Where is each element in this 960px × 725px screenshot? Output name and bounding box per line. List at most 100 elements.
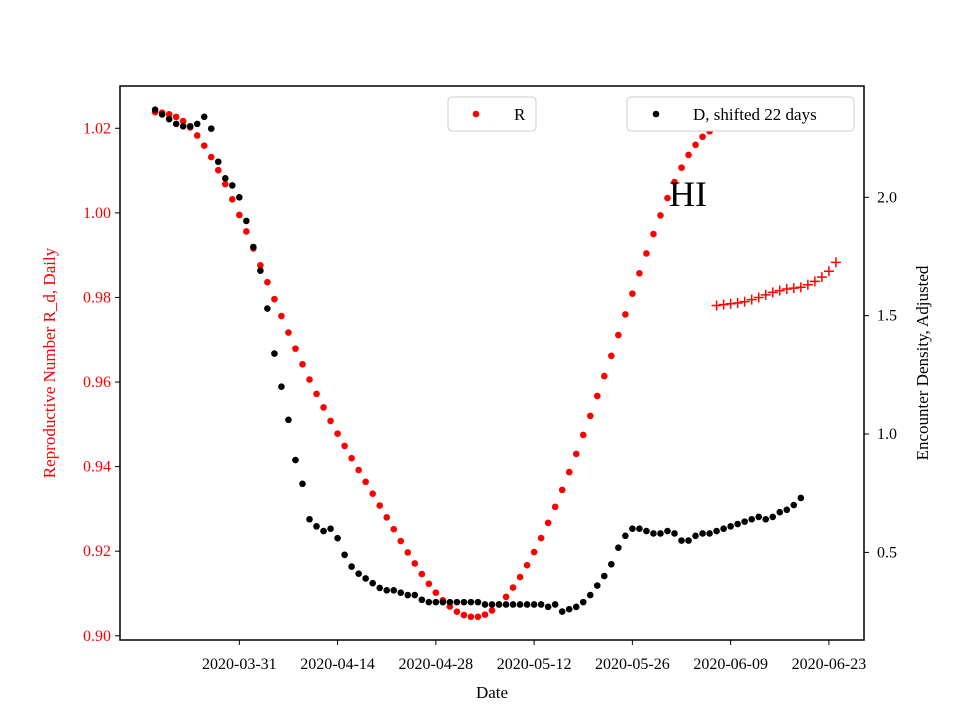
- series-r-point: [615, 331, 622, 339]
- series-d-point: [186, 122, 194, 130]
- y-right-tick-label: 2.0: [877, 189, 897, 206]
- y-left-tick-label: 1.00: [83, 205, 111, 222]
- series-r-point: [243, 228, 250, 235]
- series-r-plus-point: [767, 287, 778, 298]
- series-d-point: [748, 515, 755, 523]
- series-r-point: [572, 450, 580, 458]
- series-r-point: [579, 431, 587, 439]
- series-d-point: [306, 515, 313, 523]
- legend-r-label: R: [514, 105, 526, 124]
- series-r-point: [327, 417, 334, 425]
- series-r-point: [397, 537, 405, 545]
- y-left-axis-title: Reproductive Number R_d, Daily: [40, 247, 59, 478]
- axes: 2020-03-31 2020-04-14 2020-04-28 2020-05-12…: [83, 120, 897, 673]
- series-r-plus-point: [732, 297, 743, 308]
- series-r-point: [341, 442, 348, 450]
- y-left-tick-label: 0.92: [83, 543, 111, 560]
- x-axis-title: Date: [476, 683, 508, 702]
- series-r-plus-point: [802, 279, 813, 290]
- series-r-point: [165, 111, 173, 118]
- series-d-point: [425, 598, 433, 606]
- series-r-plus-point: [746, 294, 757, 305]
- series-d-point: [299, 480, 306, 488]
- series-d-point: [411, 591, 419, 599]
- series-r-point: [376, 502, 383, 509]
- series-d-point: [474, 598, 482, 606]
- series-r-plus-point: [739, 296, 750, 307]
- series-d-point: [320, 527, 327, 535]
- series-r-plus-point: [781, 283, 792, 294]
- series-r-plus-point: [809, 276, 820, 287]
- series-r-point: [285, 329, 292, 336]
- series-r-point: [678, 164, 685, 171]
- series-r-point: [453, 608, 461, 615]
- series-r-point: [636, 270, 643, 277]
- series-d-point: [636, 525, 643, 533]
- series-d-point: [544, 603, 552, 611]
- y-left-tick-label: 0.96: [83, 374, 111, 391]
- series-d-point: [572, 603, 580, 611]
- series-r-point: [271, 295, 278, 303]
- series-r-plus-point: [718, 299, 729, 310]
- series-d-point: [446, 598, 454, 606]
- series-d-point: [236, 193, 243, 201]
- series-r-point: [558, 486, 566, 494]
- x-tick-label: 2020-06-23: [792, 656, 867, 673]
- series-d-point: [586, 591, 594, 599]
- series-d-point: [397, 589, 405, 596]
- series-r-point: [516, 573, 524, 581]
- series-d-point: [537, 601, 545, 608]
- plot-frame: [119, 85, 865, 641]
- series-d-point: [158, 111, 166, 118]
- series-r-point: [671, 178, 678, 186]
- series-d-point: [593, 582, 601, 589]
- x-tick-label: 2020-05-26: [595, 656, 670, 673]
- series-d-point: [193, 120, 201, 128]
- series-r-point: [418, 570, 426, 578]
- series-r-point: [214, 166, 222, 174]
- series-r-point: [179, 117, 187, 125]
- series-r-point: [664, 194, 671, 202]
- series-d-point: [671, 530, 678, 537]
- series-r-point: [383, 514, 391, 521]
- series-d-point: [608, 560, 615, 568]
- series-r-point: [692, 141, 699, 149]
- series-d-point: [769, 513, 777, 521]
- series-d-point: [278, 383, 285, 390]
- series-d-point: [341, 551, 348, 559]
- series-r-point: [320, 404, 327, 411]
- y-right-axis-title: Encounter Density, Adjusted: [913, 265, 932, 460]
- series-d-point: [467, 598, 475, 606]
- y-right-tick-label: 1.5: [877, 308, 897, 325]
- series-r-point: [467, 613, 475, 621]
- series-d-point: [404, 591, 412, 599]
- series-r-point: [650, 230, 657, 238]
- series-d-point: [706, 530, 713, 537]
- series-r-point: [221, 180, 229, 188]
- series-r-point: [362, 478, 369, 486]
- legend-d-label: D, shifted 22 days: [693, 105, 817, 124]
- series-d-point: [481, 601, 489, 608]
- series-d-point: [221, 175, 229, 182]
- legend-r-marker: [472, 110, 480, 118]
- x-tick-label: 2020-04-28: [399, 656, 474, 673]
- series-d-point: [755, 513, 763, 521]
- series-r-point: [411, 560, 419, 567]
- series-r-point: [369, 490, 376, 497]
- series-d-point: [313, 523, 320, 530]
- series-r-point: [565, 468, 573, 476]
- series-r-point: [474, 613, 482, 621]
- series-d-point: [776, 508, 784, 516]
- legend-r: R: [447, 96, 537, 132]
- series-d-point: [601, 572, 608, 580]
- series-d-point: [165, 115, 173, 123]
- series-d-point: [250, 243, 257, 251]
- series-r-point: [257, 262, 264, 269]
- series-r-point: [200, 142, 208, 149]
- series-d-point: [327, 525, 334, 533]
- series-r-plus-point: [795, 282, 806, 293]
- legend-d: D, shifted 22 days: [626, 96, 855, 132]
- series-r-point: [629, 290, 636, 297]
- series-r-point: [229, 196, 236, 203]
